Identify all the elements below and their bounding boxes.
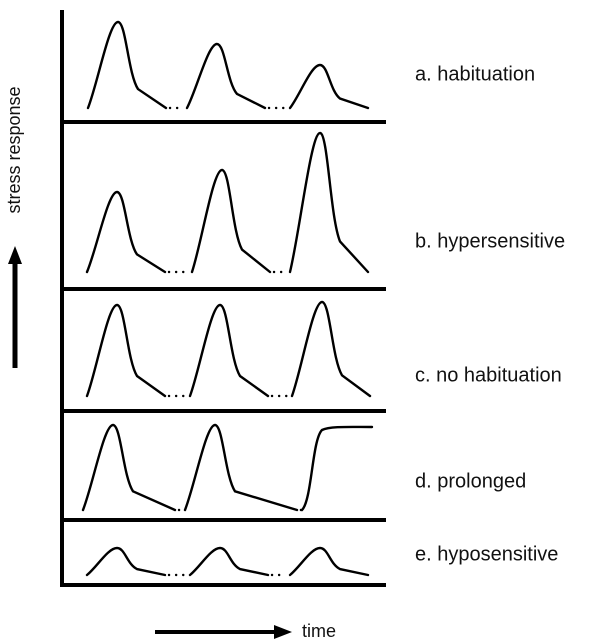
response-curve [288,63,370,110]
response-curve [188,303,270,398]
panel-label: d. prolonged [415,470,526,492]
response-curve [300,425,374,512]
panel-label: a. habituation [415,63,535,85]
panel-label: e. hyposensitive [415,543,558,565]
response-curve [81,423,177,512]
response-curve [190,168,272,274]
response-curve [86,20,168,110]
panel-label: b. hypersensitive [415,230,565,252]
response-curve [288,131,370,274]
y-label: stress response [4,86,24,213]
x-label: time [302,621,336,641]
response-curve [185,42,267,110]
response-curve [85,546,167,577]
response-curve [290,300,372,398]
panel-label: c. no habituation [415,364,562,386]
x-arrow-head [274,625,292,639]
response-curve [288,546,370,577]
y-arrow-head [8,246,22,264]
response-curve [85,303,167,398]
response-curve [183,423,299,512]
response-curve [85,190,167,274]
response-curve [188,546,270,577]
